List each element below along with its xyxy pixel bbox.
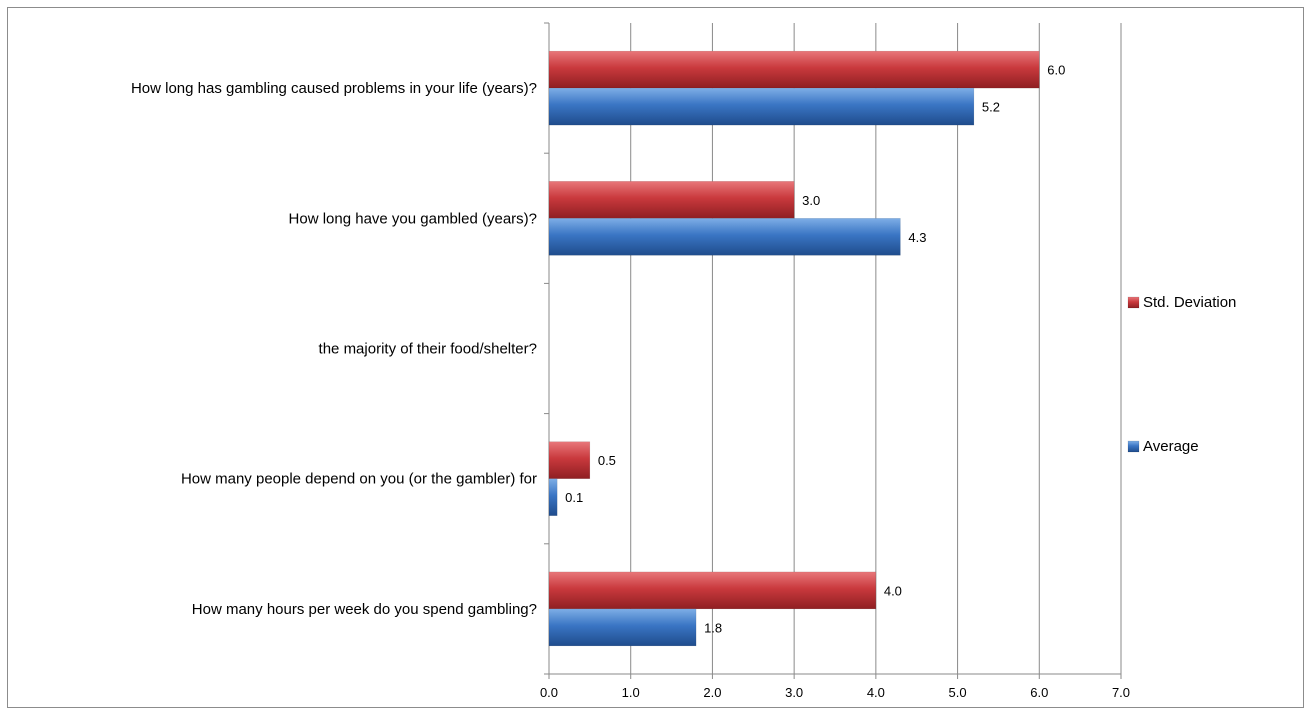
category-label: How many hours per week do you spend gam… xyxy=(192,601,537,618)
x-tick-label: 6.0 xyxy=(1030,685,1048,700)
chart-frame: 0.0 1.0 2.0 3.0 4.0 5.0 6.0 7.0 How long has ga… xyxy=(7,7,1304,708)
bar-average xyxy=(548,478,558,516)
data-label: 5.2 xyxy=(982,100,1000,115)
category-label: How long have you gambled (years)? xyxy=(289,210,537,227)
data-label: 0.5 xyxy=(598,453,616,468)
category-label: How many people depend on you (or the ga… xyxy=(181,471,537,488)
x-tick-label: 3.0 xyxy=(785,685,803,700)
bar-std-deviation xyxy=(548,441,591,479)
data-label: 3.0 xyxy=(802,193,820,208)
data-label: 0.1 xyxy=(565,490,583,505)
x-tick-label: 4.0 xyxy=(867,685,885,700)
x-tick-label: 5.0 xyxy=(949,685,967,700)
legend-swatch xyxy=(1127,440,1140,453)
data-label: 4.3 xyxy=(908,230,926,245)
data-label: 6.0 xyxy=(1047,63,1065,78)
data-label: 1.8 xyxy=(704,620,722,635)
bar-average xyxy=(548,218,901,256)
bar-chart: 0.0 1.0 2.0 3.0 4.0 5.0 6.0 7.0 How long has ga… xyxy=(131,22,1236,700)
data-label: 4.0 xyxy=(884,583,902,598)
legend-label: Std. Deviation xyxy=(1143,294,1236,311)
bar-average xyxy=(548,608,697,647)
category-label: the majority of their food/shelter? xyxy=(319,341,537,358)
x-tick-label: 7.0 xyxy=(1112,685,1130,700)
bar-std-deviation xyxy=(548,181,795,219)
legend-label: Average xyxy=(1143,438,1199,455)
bar-average xyxy=(548,87,975,126)
x-tick-label: 0.0 xyxy=(540,685,558,700)
x-tick-label: 1.0 xyxy=(622,685,640,700)
legend-swatch xyxy=(1127,296,1140,309)
category-label: How long has gambling caused problems in… xyxy=(131,80,537,97)
bar-std-deviation xyxy=(548,571,877,610)
bar-std-deviation xyxy=(548,50,1040,89)
x-tick-label: 2.0 xyxy=(703,685,721,700)
